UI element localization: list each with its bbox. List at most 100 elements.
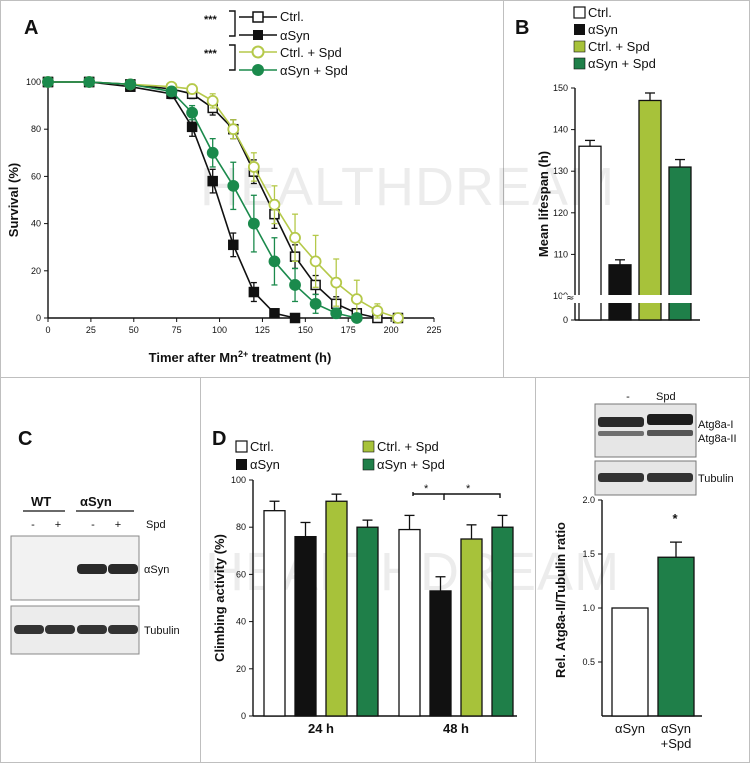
legend-a-ctrlspd-marker bbox=[251, 45, 265, 59]
e-ytick-label: 1.5 bbox=[582, 549, 595, 559]
d-bar bbox=[263, 510, 286, 717]
a-xtick-label: 100 bbox=[212, 325, 227, 335]
b-ytick-label: 120 bbox=[553, 208, 568, 218]
a-point bbox=[330, 276, 343, 289]
panel-a-sig2: *** bbox=[204, 48, 218, 60]
panel-a-xlabel-post: treatment (h) bbox=[248, 350, 331, 365]
e-ytick-label: 2.0 bbox=[582, 495, 595, 505]
d-ytick-label: 20 bbox=[236, 664, 246, 674]
a-point bbox=[186, 83, 199, 95]
d-xtick-label: 24 h bbox=[308, 721, 334, 736]
panel-b-legend: Ctrl. αSyn Ctrl. + Spd αSyn + Spd bbox=[573, 5, 656, 71]
a-point bbox=[268, 198, 281, 211]
panel-c-band-tub-2 bbox=[45, 625, 75, 634]
a-xtick-label: 225 bbox=[426, 325, 441, 335]
legend-b-ctrlspd-label: Ctrl. + Spd bbox=[588, 39, 650, 54]
legend-d-asynspd-swatch bbox=[362, 458, 375, 471]
legend-b-ctrl-label: Ctrl. bbox=[588, 5, 612, 20]
a-point bbox=[289, 279, 301, 291]
panel-c-band-asyn-3 bbox=[77, 564, 107, 574]
panel-d-ylabel: Climbing activity (%) bbox=[212, 534, 227, 662]
panel-d-legend: Ctrl. αSyn Ctrl. + Spd αSyn + Spd bbox=[235, 439, 445, 472]
panel-c-band-tub-1 bbox=[14, 625, 44, 634]
a-point bbox=[330, 307, 343, 320]
a-point bbox=[207, 175, 218, 187]
panel-c-letter: C bbox=[18, 428, 32, 450]
panel-e: E - Spd Atg8a-I Atg8a-II Tubulin 0.51.01… bbox=[553, 391, 737, 751]
a-xtick-label: 175 bbox=[341, 325, 356, 335]
a-ytick-label: 0 bbox=[36, 313, 41, 323]
a-point bbox=[247, 217, 260, 230]
panel-d-bracket1 bbox=[412, 492, 445, 500]
a-point bbox=[392, 312, 404, 324]
panel-e-band-atg8a-i-1 bbox=[598, 417, 644, 427]
legend-d-ctrlspd-label: Ctrl. + Spd bbox=[377, 439, 439, 454]
a-point bbox=[350, 312, 363, 324]
d-bar bbox=[398, 528, 421, 717]
d-ytick-label: 40 bbox=[236, 617, 246, 627]
panel-b-axis-break bbox=[562, 295, 712, 303]
legend-d-ctrl-swatch bbox=[235, 440, 248, 453]
a-xtick-label: 200 bbox=[384, 325, 399, 335]
a-point bbox=[83, 76, 96, 88]
b-ytick-label-base: 0 bbox=[563, 315, 568, 325]
lane-sign-1: - bbox=[31, 519, 35, 531]
panel-e-bars bbox=[611, 541, 695, 717]
a-point bbox=[165, 85, 178, 98]
watermark-top: HEALTHDREAM bbox=[200, 157, 615, 217]
panel-b-bars bbox=[578, 92, 692, 321]
e-ytick-label: 0.5 bbox=[582, 657, 595, 667]
panel-e-tubulin-label: Tubulin bbox=[698, 473, 734, 485]
legend-a-asynspd-label: αSyn + Spd bbox=[280, 63, 348, 78]
panel-e-sig: * bbox=[672, 511, 678, 526]
panel-a-letter: A bbox=[24, 17, 38, 39]
b-ytick-label: 140 bbox=[553, 125, 568, 135]
a-point bbox=[309, 297, 322, 310]
panel-c-group-wt: WT bbox=[31, 494, 51, 509]
b-ytick-label: 150 bbox=[553, 83, 568, 93]
panel-e-band-atg8a-ii-1 bbox=[598, 431, 644, 436]
legend-a-ctrl-marker bbox=[252, 11, 264, 23]
e-xtick-label-1: αSyn bbox=[615, 721, 645, 736]
b-bar-1 bbox=[578, 145, 602, 321]
panel-c-band-tub-3 bbox=[77, 625, 107, 634]
panel-e-band-atg8a-i-2 bbox=[647, 414, 693, 425]
panel-e-band1-label: Atg8a-I bbox=[698, 419, 733, 431]
panel-c-group-asyn: αSyn bbox=[80, 494, 112, 509]
a-xtick-label: 50 bbox=[129, 325, 139, 335]
a-xtick-label: 0 bbox=[45, 325, 50, 335]
d-ytick-label: 80 bbox=[236, 522, 246, 532]
panel-a-bracket2 bbox=[229, 44, 236, 71]
a-xtick-label: 150 bbox=[298, 325, 313, 335]
panel-a-xlabel: Timer after Mn2+ treatment (h) bbox=[149, 349, 332, 365]
panel-e-ylabel: Rel. Atg8a-II/Tubulin ratio bbox=[553, 522, 568, 678]
a-point bbox=[289, 231, 301, 244]
legend-b-ctrlspd-swatch bbox=[573, 40, 586, 53]
panel-a-xlabel-sup: 2+ bbox=[238, 349, 248, 359]
d-ytick-label: 0 bbox=[241, 711, 246, 721]
legend-b-ctrl-swatch bbox=[573, 6, 586, 19]
legend-b-asynspd-swatch bbox=[573, 57, 586, 70]
a-point bbox=[350, 293, 363, 306]
a-ytick-label: 40 bbox=[31, 219, 41, 229]
a-xtick-label: 125 bbox=[255, 325, 270, 335]
panel-a-xlabel-pre: Timer after Mn bbox=[149, 350, 238, 365]
a-point bbox=[269, 308, 280, 319]
b-bar-3 bbox=[638, 99, 662, 321]
panel-e-band2-label: Atg8a-II bbox=[698, 433, 737, 445]
panel-e-lane-spd: Spd bbox=[656, 391, 676, 403]
panel-c-band-tub-4 bbox=[108, 625, 138, 634]
a-point bbox=[289, 312, 301, 324]
panel-d-sig2: * bbox=[466, 483, 471, 495]
a-ytick-label: 20 bbox=[31, 266, 41, 276]
panel-d-sig1: * bbox=[424, 483, 429, 495]
e-bar-2 bbox=[657, 556, 695, 717]
a-point bbox=[371, 305, 384, 317]
panel-b-ticks: 100 110 120 130 140 150 0 bbox=[553, 83, 575, 325]
panel-a-sig1: *** bbox=[204, 14, 218, 26]
a-point bbox=[309, 255, 322, 268]
legend-b-asyn-label: αSyn bbox=[588, 22, 618, 37]
panel-b-ylabel: Mean lifespan (h) bbox=[536, 151, 551, 257]
panel-d: D 0 20 40 60 80 100 24 h 48 h Climbing activity… bbox=[212, 428, 517, 736]
panel-a-ylabel: Survival (%) bbox=[6, 163, 21, 237]
